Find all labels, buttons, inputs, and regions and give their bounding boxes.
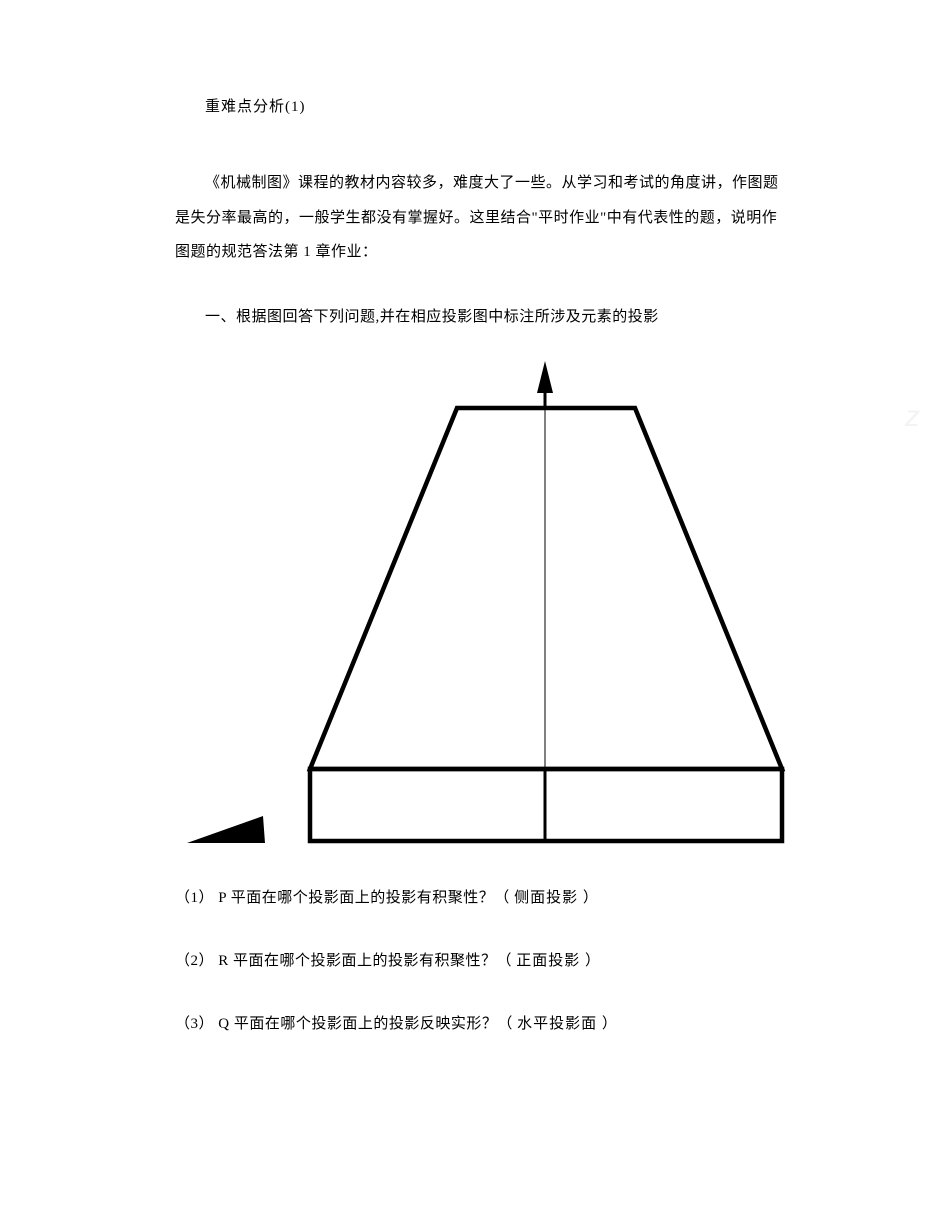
q1-number: （1）: [175, 890, 214, 906]
q2-answer: 正面投影: [516, 953, 585, 969]
q2-close: ）: [585, 953, 601, 969]
q1-text: P 平面在哪个投影面上的投影有积聚性？（: [218, 890, 510, 906]
page-title: 重难点分析(1): [205, 95, 790, 116]
projection-figure: [175, 346, 795, 851]
intro-paragraph: 《机械制图》课程的教材内容较多，难度大了一些。从学习和考试的角度讲，作图题是失分…: [175, 166, 790, 270]
q3-answer: 水平投影面: [517, 1016, 602, 1032]
q2-text: R 平面在哪个投影面上的投影有积聚性？（: [218, 953, 512, 969]
question-2: （2） R 平面在哪个投影面上的投影有积聚性？（ 正面投影 ）: [175, 949, 790, 970]
q3-close: ）: [602, 1016, 618, 1032]
section-heading: 一、根据图回答下列问题,并在相应投影图中标注所涉及元素的投影: [175, 305, 790, 326]
question-3: （3） Q 平面在哪个投影面上的投影反映实形？（ 水平投影面 ）: [175, 1012, 790, 1033]
q3-text: Q 平面在哪个投影面上的投影反映实形？（: [218, 1016, 513, 1032]
q2-number: （2）: [175, 953, 214, 969]
figure-container: [175, 346, 795, 851]
ghost-z-label: z: [905, 400, 920, 434]
q1-close: ）: [583, 890, 599, 906]
q1-answer: 侧面投影: [514, 890, 583, 906]
question-1: （1） P 平面在哪个投影面上的投影有积聚性？（ 侧面投影 ）: [175, 886, 790, 907]
q3-number: （3）: [175, 1016, 214, 1032]
questions-block: （1） P 平面在哪个投影面上的投影有积聚性？（ 侧面投影 ） （2） R 平面…: [175, 886, 790, 1033]
